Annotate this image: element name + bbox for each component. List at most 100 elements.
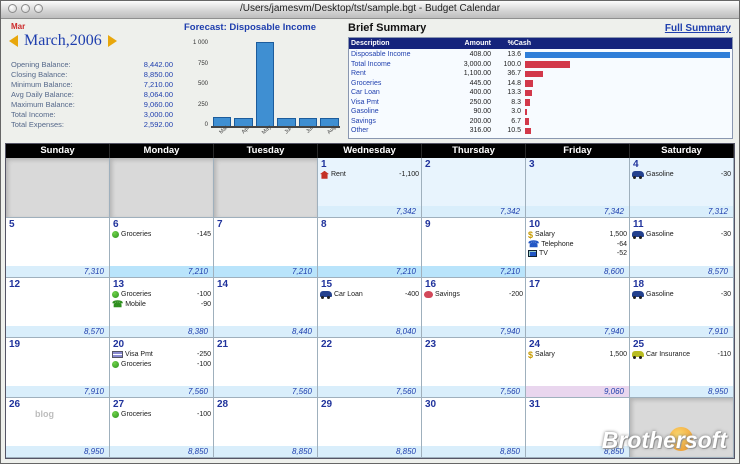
calendar-entry[interactable]: Groceries -145 <box>112 230 211 240</box>
calendar-day-11[interactable]: 11 Gasoline -30 8,570 <box>630 218 734 278</box>
calendar-day-19[interactable]: 19 7,910 <box>6 338 110 398</box>
daily-balance: 8,850 <box>214 446 317 457</box>
summary-bar <box>525 70 730 77</box>
summary-bar-fill <box>525 80 534 87</box>
calendar-day-23[interactable]: 23 7,560 <box>422 338 526 398</box>
calendar-entry[interactable]: Groceries -100 <box>112 290 211 300</box>
calendar-entry[interactable]: Gasoline -30 <box>632 290 731 300</box>
summary-desc: Disposable Income <box>351 51 411 59</box>
calendar-day-10[interactable]: 10 $ Salary 1,500 ☎ Telephone -64 TV -52 8,600 <box>526 218 630 278</box>
visa-icon <box>112 351 123 359</box>
calendar-day-25[interactable]: 25 Car Insurance -110 8,950 <box>630 338 734 398</box>
day-number: 13 <box>113 279 125 290</box>
stats-list: Opening Balance: 8,442.00 Closing Balance:… <box>11 60 173 130</box>
month-label: March,2006 <box>24 32 102 49</box>
day-number: 26 <box>9 399 21 410</box>
stat-label: Closing Balance: <box>11 70 68 79</box>
calendar-entry[interactable]: Gasoline -30 <box>632 230 731 240</box>
day-number: 2 <box>425 159 431 170</box>
entry-list: Gasoline -30 <box>632 170 731 180</box>
next-month-arrow-icon[interactable] <box>107 35 117 47</box>
calendar-day-1[interactable]: 1 Rent -1,100 7,342 <box>318 158 422 218</box>
calendar-day-4[interactable]: 4 Gasoline -30 7,312 <box>630 158 734 218</box>
calendar-day-5[interactable]: 5 7,310 <box>6 218 110 278</box>
summary-table-body: Disposable Income 408.00 13.6 Total Income 3… <box>349 49 732 138</box>
calendar-cell-adjacent-month[interactable] <box>110 158 214 218</box>
gasoline-icon <box>632 230 644 239</box>
salary-icon: $ <box>528 229 534 240</box>
entry-amount: -52 <box>616 250 627 257</box>
zoom-button[interactable] <box>34 4 43 13</box>
calendar-day-30[interactable]: 30 8,850 <box>422 398 526 458</box>
calendar-day-15[interactable]: 15 Car Loan -400 8,040 <box>318 278 422 338</box>
calendar-day-17[interactable]: 17 7,940 <box>526 278 630 338</box>
full-summary-link[interactable]: Full Summary <box>664 23 731 34</box>
entry-amount: -145 <box>196 231 211 238</box>
calendar-day-14[interactable]: 14 8,440 <box>214 278 318 338</box>
summary-amount: 400.00 <box>469 89 491 97</box>
entry-amount: -30 <box>720 291 731 298</box>
calendar-entry[interactable]: Savings -200 <box>424 290 523 300</box>
summary-desc: Groceries <box>351 79 382 87</box>
calendar-day-7[interactable]: 7 7,210 <box>214 218 318 278</box>
calendar-cell-adjacent-month[interactable] <box>214 158 318 218</box>
day-number: 4 <box>633 159 639 170</box>
calendar-entry[interactable]: Groceries -100 <box>112 410 211 420</box>
entry-list: $ Salary 1,500 ☎ Telephone -64 TV -52 <box>528 230 627 259</box>
calendar-entry[interactable]: $ Salary 1,500 <box>528 230 627 240</box>
calendar-day-31[interactable]: 31 8,850 <box>526 398 630 458</box>
calendar-day-8[interactable]: 8 7,210 <box>318 218 422 278</box>
calendar-day-13[interactable]: 13 Groceries -100 ☎ Mobile -90 8,380 <box>110 278 214 338</box>
entry-list: Groceries -100 ☎ Mobile -90 <box>112 290 211 309</box>
calendar-day-9[interactable]: 9 7,210 <box>422 218 526 278</box>
calendar-day-21[interactable]: 21 7,560 <box>214 338 318 398</box>
calendar-day-27[interactable]: 27 Groceries -100 8,850 <box>110 398 214 458</box>
calendar-day-26[interactable]: 26 8,950 <box>6 398 110 458</box>
brief-summary-panel: Brief Summary Full Summary Description Am… <box>348 22 733 140</box>
calendar-entry[interactable]: TV -52 <box>528 249 627 259</box>
calendar-day-18[interactable]: 18 Gasoline -30 7,910 <box>630 278 734 338</box>
entry-amount: -250 <box>196 351 211 358</box>
calendar-day-24[interactable]: 24 $ Salary 1,500 9,060 <box>526 338 630 398</box>
daily-balance: 8,850 <box>110 446 213 457</box>
day-header-sunday: Sunday <box>6 144 110 158</box>
summary-bar <box>525 108 730 115</box>
calendar-day-29[interactable]: 29 8,850 <box>318 398 422 458</box>
day-number: 14 <box>217 279 229 290</box>
chart-bar <box>298 118 317 126</box>
calendar-entry[interactable]: Rent -1,100 <box>320 170 419 180</box>
calendar-day-28[interactable]: 28 8,850 <box>214 398 318 458</box>
calendar-entry[interactable]: Groceries -100 <box>112 360 211 370</box>
calendar-entry[interactable]: ☎ Mobile -90 <box>112 300 211 310</box>
calendar-cell-adjacent-month[interactable] <box>6 158 110 218</box>
day-number: 24 <box>529 339 541 350</box>
calendar-day-2[interactable]: 2 7,342 <box>422 158 526 218</box>
calendar-day-22[interactable]: 22 7,560 <box>318 338 422 398</box>
calendar-entry[interactable]: ☎ Telephone -64 <box>528 240 627 250</box>
summary-row: Groceries 445.00 14.8 <box>351 79 730 89</box>
calendar-entry[interactable]: $ Salary 1,500 <box>528 350 627 360</box>
day-number: 31 <box>529 399 541 410</box>
calendar-day-20[interactable]: 20 Visa Pmt -250 Groceries -100 7,560 <box>110 338 214 398</box>
day-number: 21 <box>217 339 229 350</box>
calendar-day-6[interactable]: 6 Groceries -145 7,210 <box>110 218 214 278</box>
calendar-day-3[interactable]: 3 7,342 <box>526 158 630 218</box>
close-button[interactable] <box>8 4 17 13</box>
prev-month-arrow-icon[interactable] <box>9 35 18 47</box>
calendar-entry[interactable]: Visa Pmt -250 <box>112 350 211 360</box>
summary-amount: 408.00 <box>469 51 491 59</box>
car-loan-icon <box>320 290 332 299</box>
day-number: 6 <box>113 219 119 230</box>
summary-bar-fill <box>525 99 531 106</box>
entry-amount: -100 <box>196 411 211 418</box>
minimize-button[interactable] <box>21 4 30 13</box>
calendar-day-16[interactable]: 16 Savings -200 7,940 <box>422 278 526 338</box>
calendar-day-12[interactable]: 12 8,570 <box>6 278 110 338</box>
summary-bar <box>525 118 730 125</box>
stat-row: Avg Daily Balance: 8,064.00 <box>11 90 173 100</box>
calendar-entry[interactable]: Car Insurance -110 <box>632 350 731 360</box>
day-number: 12 <box>9 279 21 290</box>
entry-list: $ Salary 1,500 <box>528 350 627 360</box>
calendar-entry[interactable]: Gasoline -30 <box>632 170 731 180</box>
calendar-entry[interactable]: Car Loan -400 <box>320 290 419 300</box>
